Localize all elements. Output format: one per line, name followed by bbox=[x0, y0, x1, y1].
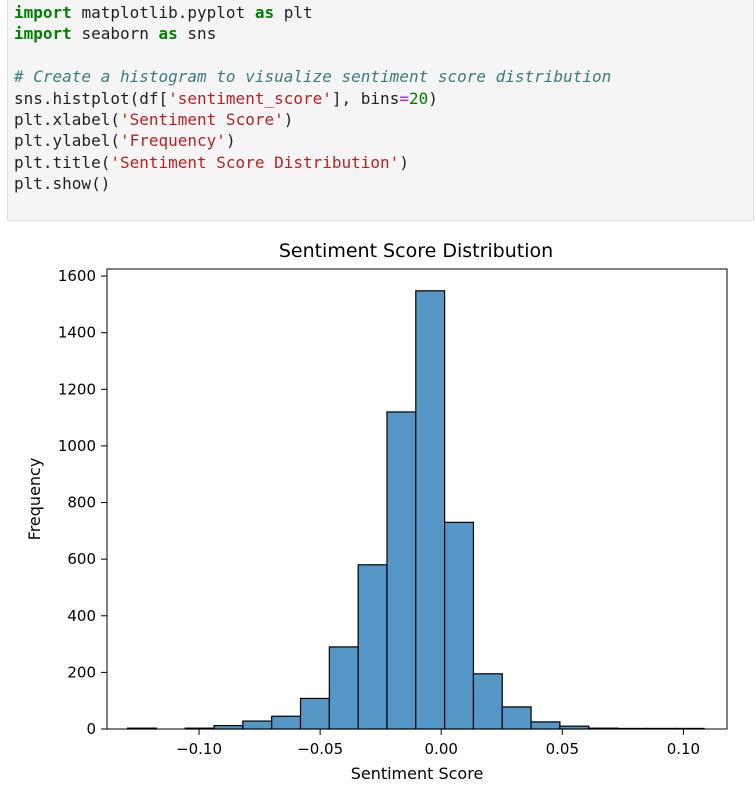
y-axis-ticks: 0 200 400 600 800 1000 1200 1400 1600 bbox=[58, 267, 107, 738]
y-tick-label: 0 bbox=[86, 720, 96, 738]
y-tick-label: 800 bbox=[67, 494, 96, 512]
bars-group bbox=[126, 290, 705, 730]
code-editor[interactable]: import matplotlib.pyplot as plt import s… bbox=[14, 2, 611, 195]
y-tick-label: 1000 bbox=[58, 437, 96, 455]
y-tick-label: 1600 bbox=[58, 267, 96, 285]
code-line-title: plt.title('Sentiment Score Distribution'… bbox=[14, 152, 409, 172]
x-tick-label: 0.10 bbox=[667, 740, 700, 758]
histogram-bar bbox=[530, 721, 561, 730]
histogram-bar bbox=[415, 290, 446, 730]
code-line-1: import matplotlib.pyplot as plt bbox=[14, 3, 313, 22]
plot-frame bbox=[106, 268, 728, 730]
y-tick-label: 200 bbox=[67, 663, 96, 681]
code-line-xlabel: plt.xlabel('Sentiment Score') bbox=[14, 110, 294, 130]
y-tick-label: 1400 bbox=[58, 324, 96, 342]
y-tick-label: 600 bbox=[67, 550, 96, 568]
histogram-bar bbox=[386, 411, 417, 730]
y-axis-label: Frequency bbox=[25, 458, 44, 541]
histogram-bar bbox=[299, 697, 330, 730]
x-axis-label: Sentiment Score bbox=[351, 764, 484, 783]
x-tick-label: −0.05 bbox=[297, 740, 343, 758]
histogram-bar bbox=[472, 673, 503, 730]
histogram-bar bbox=[501, 706, 532, 730]
histogram-bar bbox=[444, 521, 475, 730]
y-tick-label: 400 bbox=[67, 607, 96, 625]
y-tick-label: 1200 bbox=[58, 380, 96, 398]
histogram-bar bbox=[242, 720, 273, 730]
code-line-ylabel: plt.ylabel('Frequency') bbox=[14, 131, 236, 151]
histogram-bar bbox=[357, 564, 388, 730]
x-tick-label: 0.00 bbox=[425, 740, 458, 758]
histogram-bar bbox=[213, 725, 244, 730]
code-comment: # Create a histogram to visualize sentim… bbox=[14, 67, 612, 87]
code-line-histplot: sns.histplot(df['sentiment_score'], bins… bbox=[14, 88, 438, 108]
x-tick-label: 0.05 bbox=[546, 740, 579, 758]
histogram-chart: Sentiment Score Distribution 0 200 400 600 8… bbox=[25, 240, 728, 783]
code-line-2: import seaborn as sns bbox=[14, 24, 217, 44]
code-line-show: plt.show() bbox=[14, 174, 111, 194]
histogram-bar bbox=[271, 715, 302, 730]
x-tick-label: −0.10 bbox=[176, 740, 222, 758]
x-axis-ticks: −0.10 −0.05 0.00 0.05 0.10 bbox=[176, 729, 700, 758]
histogram-bar bbox=[328, 646, 359, 730]
chart-title: Sentiment Score Distribution bbox=[279, 240, 553, 262]
code-cell[interactable]: import matplotlib.pyplot as plt import s… bbox=[7, 0, 754, 221]
